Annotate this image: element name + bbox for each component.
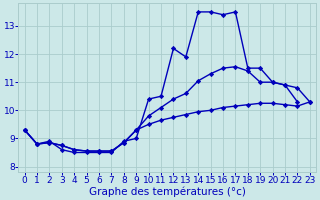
X-axis label: Graphe des températures (°c): Graphe des températures (°c)	[89, 186, 246, 197]
